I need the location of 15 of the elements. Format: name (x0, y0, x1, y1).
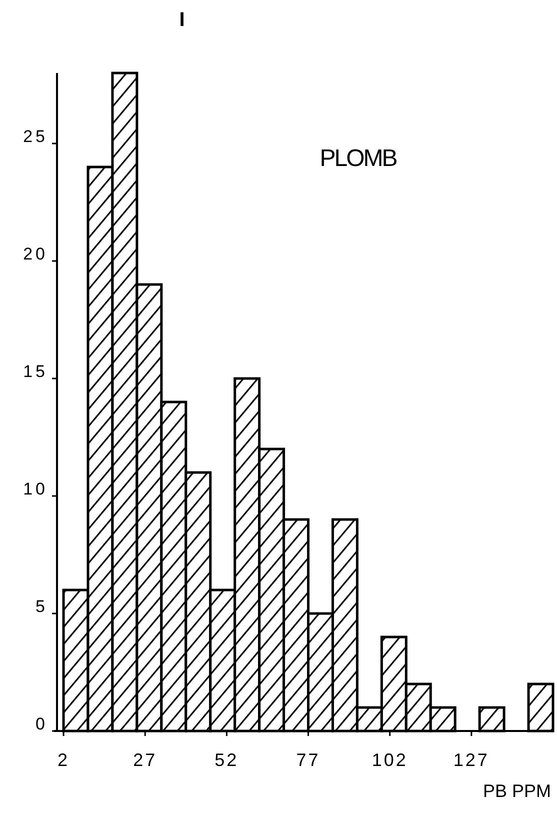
y-tick-label: 20 (23, 244, 48, 264)
y-tick-label: 0 (36, 714, 48, 734)
x-tick-label: 77 (296, 750, 320, 770)
y-tick-label: 25 (23, 126, 48, 146)
y-tick-label: 10 (23, 479, 48, 498)
x-tick-label: 127 (453, 750, 490, 770)
y-tick-label: 15 (23, 362, 48, 381)
chart-title: I (179, 9, 185, 31)
annotation: PLOMB (320, 145, 397, 172)
x-tick-label: 2 (58, 750, 70, 770)
x-tick-label: 52 (214, 750, 239, 770)
x-tick-label: 27 (133, 750, 158, 770)
x-tick-label: 102 (372, 750, 408, 770)
x-axis-title: PB PPM (482, 781, 551, 801)
y-tick-label: 5 (36, 596, 48, 616)
